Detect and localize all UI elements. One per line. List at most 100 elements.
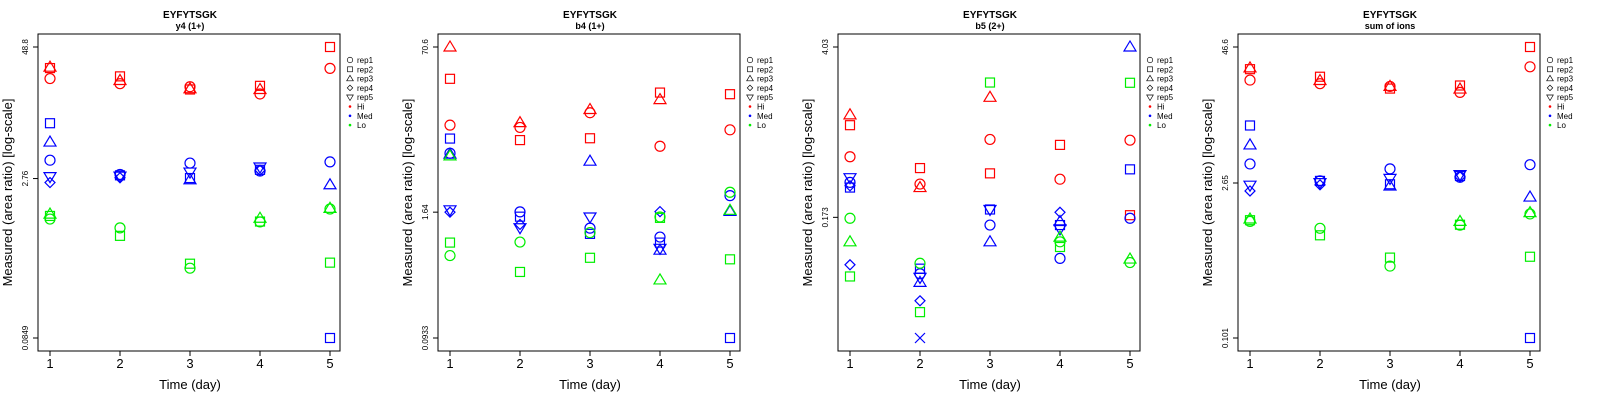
legend-marker-rep5 [346,94,354,102]
data-point [912,272,928,285]
data-point [1312,73,1328,86]
legend-marker-rep4 [346,84,354,92]
data-point [1382,79,1398,92]
data-point [252,82,268,95]
data-point [324,203,336,215]
x-tick-label: 2 [1316,356,1323,371]
data-point [1452,214,1468,226]
y-tick-label: 0.0933 [421,325,430,350]
x-tick-label: 2 [116,356,123,371]
data-point [184,157,196,169]
data-point [1124,212,1136,224]
y-tick-label: 0.0849 [21,325,30,350]
chart-title: EYFYTSGK [1363,10,1418,21]
data-point [1384,252,1396,263]
plot-frame [437,33,741,352]
data-point [444,73,456,84]
legend-label-Hi: Hi [1157,103,1165,112]
legend-marker-rep1 [746,56,754,64]
data-point [984,168,996,179]
legend-dot-Hi [348,105,352,108]
x-tick-label: 4 [1456,356,1463,371]
data-point [724,124,736,136]
data-point [324,41,336,53]
data-point [444,119,456,131]
legend-marker-rep5 [346,94,354,102]
data-point [44,118,56,129]
legend-label-Hi: Hi [357,103,365,112]
legend-marker-rep2 [747,66,753,73]
legend-dot-Hi [1548,105,1552,108]
data-point [1524,332,1536,344]
data-point [914,178,926,190]
legend-dot-Med [1148,114,1152,118]
data-point [114,222,126,234]
x-tick-label: 3 [186,356,193,371]
data-point [1122,39,1138,52]
data-point [1454,219,1466,230]
data-point [182,167,198,180]
legend-marker-rep2 [1547,66,1553,73]
data-point [1452,81,1468,94]
data-point [654,237,666,248]
data-point [654,231,666,243]
data-point [114,230,126,241]
data-point [112,73,128,86]
x-axis-label: Time (day) [959,377,1021,392]
data-point [1124,164,1136,175]
data-point [1384,260,1396,272]
data-point [982,90,998,102]
data-point [42,60,58,72]
x-tick-label: 3 [986,356,993,371]
data-point [1054,241,1066,253]
legend-marker-rep2 [1547,66,1553,73]
data-point [254,80,266,91]
data-point [1524,159,1536,171]
legend-dot-Hi [1148,105,1152,108]
data-point [844,179,856,192]
x-axis-label: Time (day) [1359,377,1421,392]
legend-label-Lo: Lo [357,121,366,130]
x-tick-label: 5 [1126,356,1133,371]
data-point [182,81,198,94]
data-point [652,243,668,256]
legend-label-rep2: rep2 [1157,65,1174,74]
chart-title: EYFYTSGK [563,10,618,21]
data-point [322,201,338,213]
legend-label-Lo: Lo [1557,121,1566,130]
data-point [912,180,928,193]
legend-marker-rep4 [1546,84,1554,92]
data-point [44,72,56,85]
legend-label-Med: Med [357,112,373,121]
legend-label-Med: Med [1157,112,1173,121]
data-point [844,120,856,131]
data-point [324,257,336,268]
data-point [722,203,738,215]
legend-label-rep2: rep2 [1557,65,1574,74]
data-point [44,213,56,225]
legend-label-rep5: rep5 [1157,93,1174,102]
data-point [654,212,666,223]
data-point [112,171,128,184]
x-tick-label: 2 [516,356,523,371]
data-point [1124,134,1136,146]
data-point [114,71,126,82]
data-point [1314,230,1326,241]
legend-marker-rep3 [346,74,354,82]
data-point [1054,252,1066,264]
data-point [42,206,58,219]
data-point [1054,206,1066,219]
data-point [1314,222,1326,234]
chart-subtitle: b5 (2+) [975,21,1004,31]
plot-frame [37,33,341,352]
data-point [914,257,926,269]
x-tick-label: 1 [46,356,53,371]
legend-marker-rep1 [346,56,354,64]
legend-marker-rep5 [1546,94,1554,102]
data-point [984,133,996,146]
plot-frame [837,33,1141,352]
y-tick-label: 70.6 [421,39,430,55]
data-point [984,77,996,88]
